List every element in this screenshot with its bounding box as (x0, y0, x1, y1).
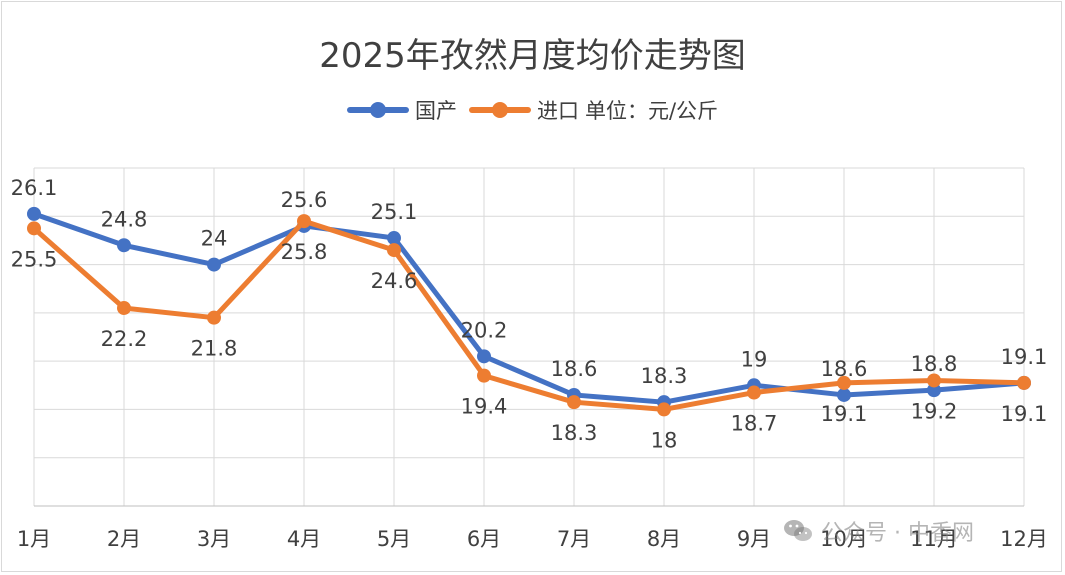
x-axis: 1月 2月 3月 4月 5月 6月 7月 8月 9月 10月 11月 12月 (17, 505, 1048, 551)
series-line-imported (31, 218, 1027, 412)
data-label: 25.6 (281, 188, 328, 212)
data-point (27, 206, 41, 221)
series-layer (27, 206, 1031, 417)
x-tick-label: 6月 (467, 527, 501, 551)
data-label: 21.8 (191, 337, 238, 361)
data-point (387, 243, 401, 258)
data-point (657, 402, 671, 417)
data-point (567, 395, 581, 410)
data-point (207, 257, 221, 272)
data-label: 18.3 (641, 364, 688, 388)
data-labels: 26.1 24.8 24 25.6 25.1 20.2 18.6 18.3 19 18.6 18.8… (11, 176, 1048, 453)
data-label: 24.6 (371, 269, 418, 293)
data-point (117, 301, 131, 316)
legend-swatch-imported (468, 102, 531, 118)
data-label: 18.8 (911, 352, 958, 376)
chart-title: 2025年孜然月度均价走势图 (319, 36, 746, 76)
data-label: 18.6 (821, 357, 868, 381)
data-point (27, 221, 41, 236)
data-label: 25.1 (371, 200, 418, 224)
data-point (927, 373, 941, 388)
legend-swatch-domestic (346, 102, 409, 118)
data-point (747, 385, 761, 400)
x-tick-label: 8月 (647, 527, 681, 551)
data-label: 19.1 (1001, 345, 1048, 369)
legend-label-imported: 进口 (536, 99, 579, 123)
data-label: 24 (201, 227, 228, 251)
x-tick-label: 11月 (910, 527, 958, 551)
data-point (477, 349, 491, 364)
legend-item-domestic: 国产 (346, 95, 457, 125)
data-label: 22.2 (101, 327, 148, 351)
data-point (927, 383, 941, 398)
x-tick-label: 3月 (197, 527, 231, 551)
data-label: 26.1 (11, 176, 58, 200)
data-label: 20.2 (461, 318, 508, 342)
data-label: 18.6 (551, 357, 598, 381)
series-line-domestic (31, 211, 1027, 405)
data-label: 19.2 (911, 399, 958, 423)
data-label: 19.4 (461, 395, 508, 419)
data-point (207, 310, 221, 325)
data-label: 19.1 (1001, 402, 1048, 426)
data-label: 24.8 (101, 207, 148, 231)
unit-note: 单位：元/公斤 (584, 99, 719, 123)
data-point (837, 387, 851, 402)
data-label: 25.5 (11, 247, 58, 271)
x-tick-label: 12月 (1000, 527, 1048, 551)
wechat-icon (784, 520, 812, 541)
data-point (477, 368, 491, 383)
data-point (837, 375, 851, 390)
data-point (297, 214, 311, 229)
x-tick-label: 5月 (377, 527, 411, 551)
x-tick-label: 9月 (737, 527, 771, 551)
watermark-text: 公众号 · 中香网 (821, 521, 974, 546)
data-label: 18 (651, 428, 678, 452)
legend: 国产 进口 单位：元/公斤 (0, 95, 1065, 125)
data-label: 19 (741, 347, 768, 371)
data-point (387, 231, 401, 246)
grid (33, 167, 1025, 506)
x-tick-label: 10月 (820, 527, 868, 551)
x-tick-label: 7月 (557, 527, 591, 551)
watermark: 公众号 · 中香网 (783, 515, 974, 547)
x-tick-label: 1月 (17, 527, 51, 551)
legend-label-domestic: 国产 (414, 99, 457, 123)
data-label: 18.7 (731, 412, 778, 436)
data-point (117, 238, 131, 253)
data-label: 18.3 (551, 421, 598, 445)
legend-item-imported: 进口 单位：元/公斤 (468, 95, 719, 125)
data-label: 19.1 (821, 402, 868, 426)
data-label: 25.8 (281, 240, 328, 264)
data-point (1017, 375, 1031, 390)
x-tick-label: 2月 (107, 527, 141, 551)
x-tick-label: 4月 (287, 527, 321, 551)
